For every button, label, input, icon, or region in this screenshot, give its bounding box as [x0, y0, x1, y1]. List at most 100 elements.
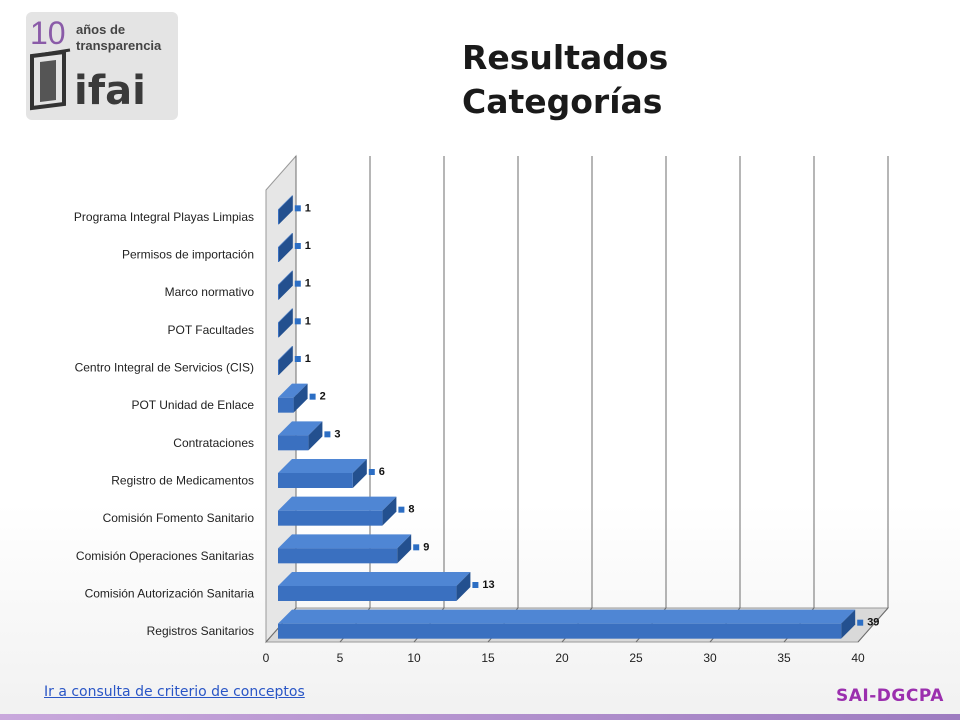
- bar-front: [278, 510, 383, 526]
- data-label: 6: [379, 466, 385, 478]
- bar-top: [278, 308, 293, 323]
- bar-front: [278, 284, 279, 300]
- bar-top: [278, 609, 856, 624]
- data-label: 3: [334, 428, 340, 440]
- category-label: Comisión Fomento Sanitario: [103, 511, 255, 525]
- bar: 1: [278, 195, 311, 225]
- logo-line1: años de: [76, 22, 125, 37]
- x-tick-labels: 0 5 10 15 20 25 30 35 40: [263, 651, 865, 665]
- data-label-marker: [324, 431, 331, 438]
- data-label-marker: [398, 506, 405, 513]
- data-label: 9: [423, 541, 429, 553]
- data-label-marker: [294, 318, 301, 325]
- title-line2: Categorías: [462, 82, 663, 121]
- ifai-logo: 10 años de transparencia ifai: [26, 12, 178, 120]
- bar-side: [382, 496, 397, 526]
- bar-side: [308, 421, 323, 451]
- data-label: 1: [305, 315, 311, 327]
- bar-front: [278, 247, 279, 262]
- bar-top: [278, 270, 293, 285]
- x-tick-label: 0: [263, 651, 270, 665]
- criteria-query-link[interactable]: Ir a consulta de criterio de conceptos: [44, 684, 305, 700]
- data-label: 13: [482, 579, 494, 591]
- door-icon: [30, 48, 71, 111]
- bar-side: [397, 534, 412, 564]
- category-label: Permisos de importación: [122, 248, 254, 262]
- bar-front: [278, 209, 279, 225]
- bar-front: [278, 623, 842, 639]
- chart-walls: [264, 154, 890, 644]
- category-label: POT Facultades: [168, 323, 254, 337]
- bar-side: [293, 383, 308, 413]
- category-label: Marco normativo: [165, 285, 255, 299]
- bar-top: [278, 233, 293, 247]
- data-label-marker: [294, 280, 301, 287]
- x-tick-label: 30: [703, 651, 717, 665]
- bar: 2: [278, 383, 326, 413]
- data-label: 1: [305, 278, 311, 290]
- bar: 1: [278, 233, 311, 262]
- bar-side: [352, 459, 367, 488]
- data-label-marker: [413, 544, 420, 551]
- x-tick-label: 5: [337, 651, 344, 665]
- bar-front: [278, 473, 353, 488]
- bar-front: [278, 548, 398, 564]
- bar-side: [278, 308, 293, 338]
- bar: 1: [278, 346, 311, 375]
- bar-front: [278, 397, 294, 413]
- category-label: Registros Sanitarios: [147, 624, 254, 638]
- logo-line2: transparencia: [76, 38, 162, 53]
- x-tick-label: 15: [481, 651, 495, 665]
- bar-side: [841, 609, 856, 639]
- bar-side: [456, 572, 471, 601]
- chart-gridlines: [265, 156, 889, 643]
- bar-front: [278, 586, 457, 601]
- x-tick-label: 25: [629, 651, 643, 665]
- category-label: Centro Integral de Servicios (CIS): [75, 361, 254, 375]
- x-tick-label: 35: [777, 651, 791, 665]
- bar-side: [278, 346, 293, 375]
- category-labels: Programa Integral Playas Limpias Permisos…: [74, 210, 254, 638]
- page-title: Resultados Categorías: [462, 36, 822, 124]
- bar-top: [278, 534, 412, 549]
- logo-number: 10: [30, 15, 66, 51]
- bar-top: [278, 459, 367, 473]
- gridline-floor: [857, 607, 889, 643]
- bottom-accent-bar: [0, 714, 960, 720]
- title-line1: Resultados: [462, 38, 669, 77]
- sai-dgcpa-badge: SAI-DGCPA: [836, 686, 944, 706]
- logo-brand: ifai: [74, 68, 146, 114]
- bar: 3: [278, 421, 341, 451]
- data-label: 2: [320, 391, 326, 403]
- bar-side: [278, 233, 293, 262]
- bar-top: [278, 383, 308, 398]
- data-label-marker: [294, 243, 301, 249]
- category-label: POT Unidad de Enlace: [131, 398, 254, 412]
- category-label: Programa Integral Playas Limpias: [74, 210, 254, 224]
- data-label: 1: [305, 202, 311, 214]
- x-tick-label: 40: [851, 651, 865, 665]
- category-label: Contrataciones: [173, 436, 254, 450]
- bar: 8: [278, 496, 415, 526]
- bar-top: [278, 572, 471, 586]
- bar-top: [278, 421, 323, 436]
- data-label-marker: [294, 356, 301, 362]
- data-label-marker: [857, 619, 864, 626]
- x-tick-label: 20: [555, 651, 569, 665]
- bar-top: [278, 195, 293, 210]
- bar-top: [278, 346, 293, 360]
- data-label-marker: [294, 205, 301, 212]
- data-label-marker: [309, 393, 316, 400]
- bar: 1: [278, 308, 311, 338]
- bar: 39: [278, 609, 879, 639]
- chart-bars: 1 1 1 1 1 2 3 6 8 9 13 39: [278, 195, 879, 639]
- bar: 13: [278, 572, 495, 601]
- category-label: Comisión Operaciones Sanitarias: [76, 549, 254, 563]
- bar: 1: [278, 270, 311, 300]
- data-label: 8: [408, 504, 414, 516]
- bar-front: [278, 322, 279, 338]
- bar-top: [278, 496, 397, 511]
- data-label: 39: [867, 617, 879, 629]
- bar: 6: [278, 459, 385, 488]
